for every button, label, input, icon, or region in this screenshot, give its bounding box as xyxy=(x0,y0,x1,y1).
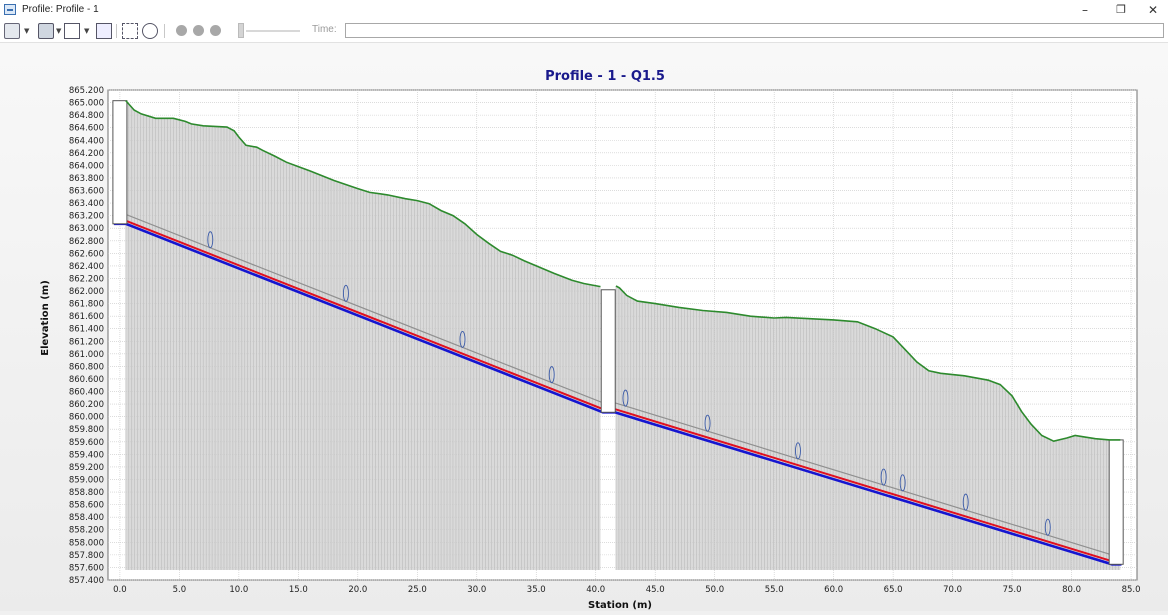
restore-button[interactable]: ❐ xyxy=(1106,2,1136,18)
y-tick-label: 857.600 xyxy=(69,563,104,573)
x-tick-label: 5.0 xyxy=(173,585,187,595)
y-tick-label: 862.600 xyxy=(69,249,104,259)
x-tick-label: 10.0 xyxy=(229,585,248,595)
y-tick-label: 861.400 xyxy=(69,325,104,335)
y-tick-label: 862.200 xyxy=(69,274,104,284)
y-tick-label: 857.800 xyxy=(69,551,104,561)
x-tick-label: 25.0 xyxy=(408,585,427,595)
y-tick-label: 860.200 xyxy=(69,400,104,410)
y-tick-label: 859.600 xyxy=(69,438,104,448)
y-tick-label: 859.000 xyxy=(69,475,104,485)
x-tick-label: 35.0 xyxy=(527,585,546,595)
chart-area: Profile - 1 - Q1.5 857.400 857.600 857.800… xyxy=(0,43,1168,611)
y-tick-label: 858.400 xyxy=(69,513,104,523)
rewind-icon[interactable] xyxy=(176,25,187,36)
window-titlebar: Profile: Profile - 1 – ❐ ✕ xyxy=(0,0,1168,20)
y-tick-label: 860.000 xyxy=(69,413,104,423)
pause-icon[interactable] xyxy=(193,25,204,36)
toolbar-separator xyxy=(116,24,117,38)
x-tick-label: 0.0 xyxy=(113,585,127,595)
toolbar-separator xyxy=(164,24,165,38)
y-tick-label: 858.000 xyxy=(69,538,104,548)
x-tick-label: 40.0 xyxy=(586,585,605,595)
plot-layer: 857.400 857.600 857.800 858.000 858.200 858.4… xyxy=(69,86,1141,595)
profile-app-icon xyxy=(4,4,16,15)
x-axis-label: Station (m) xyxy=(588,600,652,611)
window-title: Profile: Profile - 1 xyxy=(22,4,99,15)
x-tick-label: 85.0 xyxy=(1122,585,1141,595)
x-tick-label: 55.0 xyxy=(765,585,784,595)
y-tick-label: 862.400 xyxy=(69,262,104,272)
play-icon[interactable] xyxy=(210,25,221,36)
profile-chart: Profile - 1 - Q1.5 857.400 857.600 857.800… xyxy=(0,43,1168,611)
y-tick-label: 860.600 xyxy=(69,375,104,385)
chevron-down-icon[interactable]: ▼ xyxy=(56,27,61,35)
y-tick-label: 864.800 xyxy=(69,111,104,121)
y-tick-label: 863.200 xyxy=(69,212,104,222)
y-tick-label: 861.800 xyxy=(69,300,104,310)
y-tick-label: 860.800 xyxy=(69,362,104,372)
zoom-icon[interactable] xyxy=(142,23,158,39)
y-tick-label: 859.800 xyxy=(69,425,104,435)
y-tick-label: 859.400 xyxy=(69,450,104,460)
x-tick-label: 75.0 xyxy=(1003,585,1022,595)
x-tick-label: 70.0 xyxy=(943,585,962,595)
toolbar: ▼ ▼ ▼ Time: xyxy=(0,20,1168,43)
y-tick-label: 858.600 xyxy=(69,501,104,511)
manhole-structure xyxy=(601,290,615,413)
time-input[interactable] xyxy=(345,23,1164,38)
y-tick-label: 857.400 xyxy=(69,576,104,586)
y-tick-label: 865.000 xyxy=(69,99,104,109)
y-axis-label: Elevation (m) xyxy=(40,280,51,356)
y-tick-label: 861.200 xyxy=(69,337,104,347)
y-tick-label: 864.200 xyxy=(69,149,104,159)
y-tick-label: 861.600 xyxy=(69,312,104,322)
chart-options-icon[interactable] xyxy=(4,23,20,39)
y-tick-label: 863.000 xyxy=(69,224,104,234)
chevron-down-icon[interactable]: ▼ xyxy=(24,27,29,35)
x-tick-label: 80.0 xyxy=(1062,585,1081,595)
y-tick-label: 863.600 xyxy=(69,187,104,197)
manhole-structure xyxy=(113,101,127,224)
chevron-down-icon[interactable]: ▼ xyxy=(84,27,89,35)
y-tick-label: 864.600 xyxy=(69,124,104,134)
copy-icon[interactable] xyxy=(96,23,112,39)
y-tick-label: 864.000 xyxy=(69,161,104,171)
chart-title: Profile - 1 - Q1.5 xyxy=(545,69,665,84)
x-tick-label: 20.0 xyxy=(348,585,367,595)
manhole-structure xyxy=(1109,440,1123,564)
x-tick-label: 15.0 xyxy=(289,585,308,595)
y-tick-label: 858.200 xyxy=(69,526,104,536)
y-tick-label: 860.400 xyxy=(69,388,104,398)
y-tick-label: 862.000 xyxy=(69,287,104,297)
y-tick-label: 862.800 xyxy=(69,237,104,247)
print-icon[interactable] xyxy=(38,23,54,39)
x-tick-label: 60.0 xyxy=(824,585,843,595)
minimize-button[interactable]: – xyxy=(1070,2,1100,18)
y-tick-label: 861.000 xyxy=(69,350,104,360)
close-button[interactable]: ✕ xyxy=(1138,2,1168,18)
y-tick-label: 863.400 xyxy=(69,199,104,209)
x-tick-label: 50.0 xyxy=(705,585,724,595)
y-tick-label: 858.800 xyxy=(69,488,104,498)
y-tick-label: 864.400 xyxy=(69,136,104,146)
x-tick-label: 30.0 xyxy=(467,585,486,595)
print-preview-icon[interactable] xyxy=(64,23,80,39)
time-slider-track[interactable] xyxy=(246,30,300,32)
y-tick-label: 859.200 xyxy=(69,463,104,473)
x-tick-label: 65.0 xyxy=(884,585,903,595)
time-label: Time: xyxy=(312,24,337,35)
x-tick-label: 45.0 xyxy=(646,585,665,595)
y-tick-label: 865.200 xyxy=(69,86,104,96)
zoom-extents-icon[interactable] xyxy=(122,23,138,39)
time-slider-thumb[interactable] xyxy=(238,23,244,38)
y-tick-label: 863.800 xyxy=(69,174,104,184)
